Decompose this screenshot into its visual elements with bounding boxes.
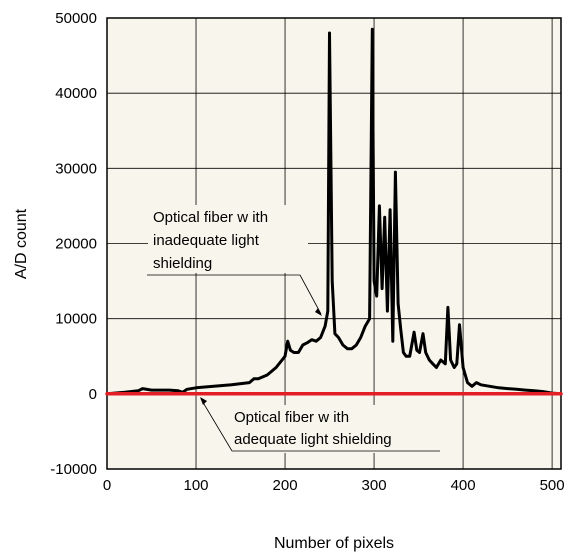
annotation-inadequate-line-2: inadequate light — [153, 232, 260, 249]
y-tick-label: 40000 — [55, 85, 97, 102]
x-tick-label: 300 — [362, 477, 387, 494]
x-tick-label: 200 — [273, 477, 298, 494]
x-tick-label: 500 — [540, 477, 565, 494]
y-tick-label: 10000 — [55, 311, 97, 328]
annotation-inadequate: Optical fiber w ith inadequate light shi… — [147, 205, 322, 316]
y-axis-title: A/D count — [13, 208, 30, 279]
annotation-inadequate-line-3: shielding — [153, 255, 212, 272]
y-tick-label: 20000 — [55, 236, 97, 253]
x-tick-label: 0 — [103, 477, 111, 494]
series-line-1 — [105, 27, 563, 396]
y-tick-label: 0 — [89, 386, 97, 403]
x-tick-label: 100 — [184, 477, 209, 494]
annotation-adequate-leader — [200, 398, 233, 452]
y-tick-label: 50000 — [55, 10, 97, 27]
annotation-adequate: Optical fiber w ith adequate light shiel… — [200, 397, 444, 453]
x-tick-label: 400 — [451, 477, 476, 494]
y-axis-ticks: -10000 0 10000 20000 30000 40000 50000 — [50, 10, 97, 478]
annotation-inadequate-leader — [299, 274, 322, 315]
x-axis-ticks: 0 100 200 300 400 500 — [103, 477, 565, 494]
y-tick-label: -10000 — [50, 461, 97, 478]
y-tick-label: 30000 — [55, 160, 97, 177]
annotation-adequate-line-2: adequate light shielding — [234, 431, 392, 448]
annotation-inadequate-arrowhead — [315, 308, 322, 316]
x-axis-title: Number of pixels — [274, 535, 394, 552]
annotation-adequate-line-1: Optical fiber w ith — [234, 409, 349, 426]
annotation-inadequate-line-1: Optical fiber w ith — [153, 209, 268, 226]
series-group — [105, 27, 563, 396]
annotation-adequate-arrowhead — [200, 397, 207, 405]
annotation-inadequate-bg — [148, 205, 308, 273]
annotation-adequate-bg — [232, 405, 444, 453]
